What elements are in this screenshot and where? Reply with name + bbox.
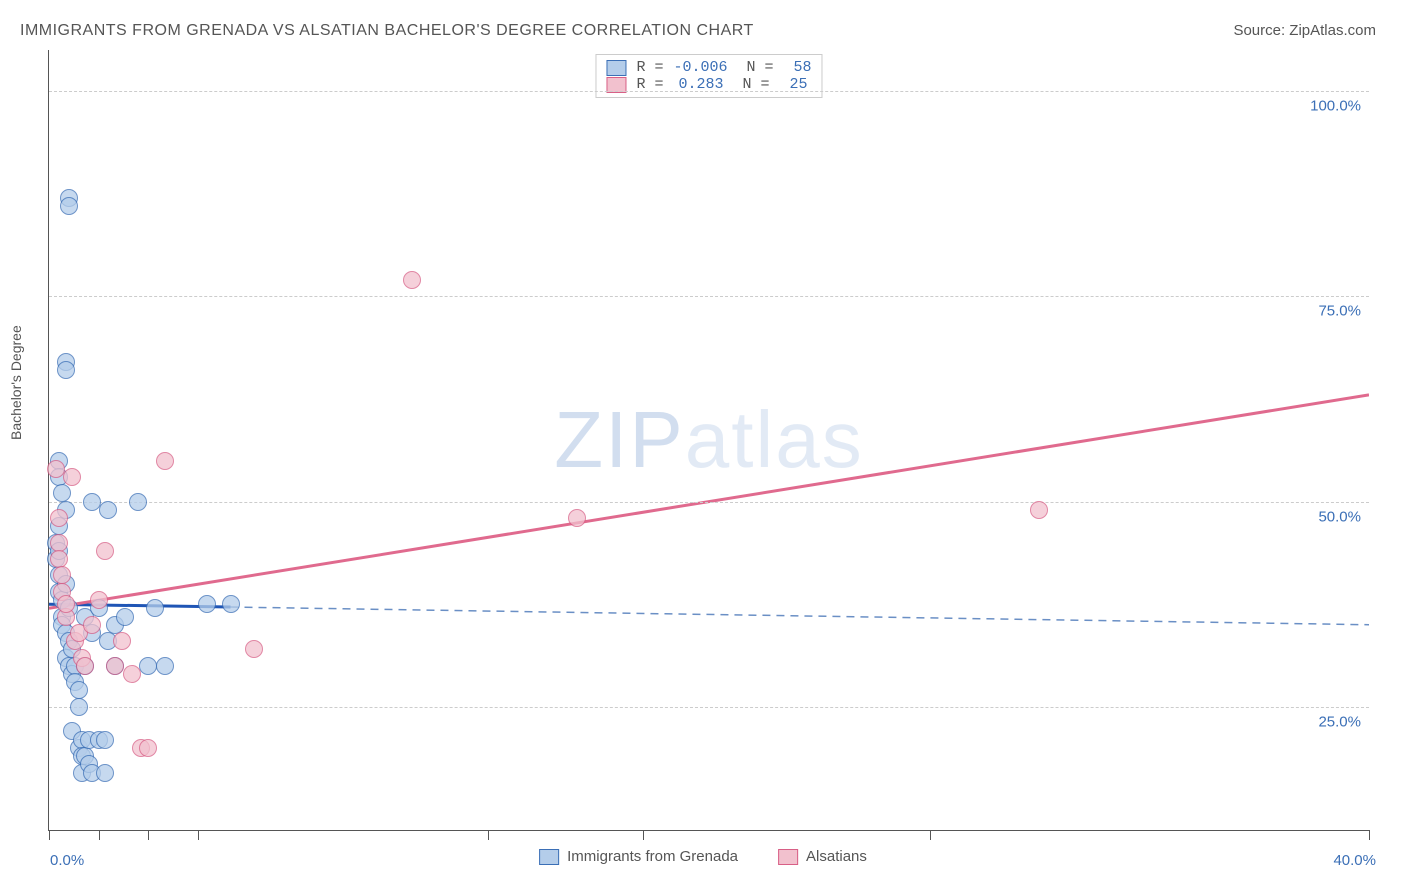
data-point: [60, 197, 78, 215]
data-point: [129, 493, 147, 511]
legend-swatch-icon: [539, 849, 559, 865]
data-point: [57, 595, 75, 613]
data-point: [568, 509, 586, 527]
data-point: [403, 271, 421, 289]
data-point: [222, 595, 240, 613]
data-point: [47, 460, 65, 478]
legend-row-grenada: R =-0.006 N =58: [606, 59, 811, 76]
gridline: [49, 91, 1369, 92]
source-label: Source: ZipAtlas.com: [1233, 22, 1376, 39]
n-value-grenada: 58: [784, 59, 812, 76]
legend-item-grenada: Immigrants from Grenada: [539, 848, 738, 865]
y-tick-label: 75.0%: [1318, 303, 1361, 320]
trend-lines: [49, 50, 1369, 830]
data-point: [139, 739, 157, 757]
data-point: [113, 632, 131, 650]
data-point: [50, 534, 68, 552]
data-point: [83, 493, 101, 511]
data-point: [90, 591, 108, 609]
data-point: [83, 616, 101, 634]
x-tick: [198, 830, 199, 840]
data-point: [53, 484, 71, 502]
data-point: [245, 640, 263, 658]
data-point: [156, 452, 174, 470]
x-tick: [643, 830, 644, 840]
gridline: [49, 707, 1369, 708]
legend-swatch-grenada: [606, 60, 626, 76]
legend-label-grenada: Immigrants from Grenada: [567, 848, 738, 865]
x-tick: [99, 830, 100, 840]
data-point: [198, 595, 216, 613]
data-point: [146, 599, 164, 617]
data-point: [99, 501, 117, 519]
x-tick: [930, 830, 931, 840]
gridline: [49, 502, 1369, 503]
data-point: [96, 542, 114, 560]
data-point: [63, 468, 81, 486]
legend-swatch-icon: [778, 849, 798, 865]
data-point: [57, 361, 75, 379]
data-point: [50, 550, 68, 568]
y-tick-label: 50.0%: [1318, 508, 1361, 525]
x-tick: [49, 830, 50, 840]
y-axis-label: Bachelor's Degree: [8, 325, 24, 440]
data-point: [156, 657, 174, 675]
gridline: [49, 296, 1369, 297]
x-tick: [1369, 830, 1370, 840]
data-point: [123, 665, 141, 683]
data-point: [96, 731, 114, 749]
data-point: [76, 657, 94, 675]
data-point: [70, 681, 88, 699]
y-tick-label: 25.0%: [1318, 713, 1361, 730]
x-tick: [488, 830, 489, 840]
data-point: [70, 698, 88, 716]
plot-area: ZIPatlas R =-0.006 N =58 R =0.283 N =25 …: [48, 50, 1369, 831]
x-axis-max-label: 40.0%: [1333, 852, 1376, 869]
y-tick-label: 100.0%: [1310, 98, 1361, 115]
legend-item-alsatians: Alsatians: [778, 848, 867, 865]
watermark: ZIPatlas: [554, 394, 863, 486]
legend-label-alsatians: Alsatians: [806, 848, 867, 865]
chart-title: IMMIGRANTS FROM GRENADA VS ALSATIAN BACH…: [20, 22, 754, 40]
r-value-grenada: -0.006: [673, 59, 727, 76]
data-point: [1030, 501, 1048, 519]
data-point: [116, 608, 134, 626]
series-legend: Immigrants from Grenada Alsatians: [539, 848, 867, 865]
data-point: [50, 509, 68, 527]
x-tick: [148, 830, 149, 840]
data-point: [139, 657, 157, 675]
data-point: [53, 566, 71, 584]
data-point: [96, 764, 114, 782]
x-axis-min-label: 0.0%: [50, 852, 84, 869]
data-point: [106, 657, 124, 675]
